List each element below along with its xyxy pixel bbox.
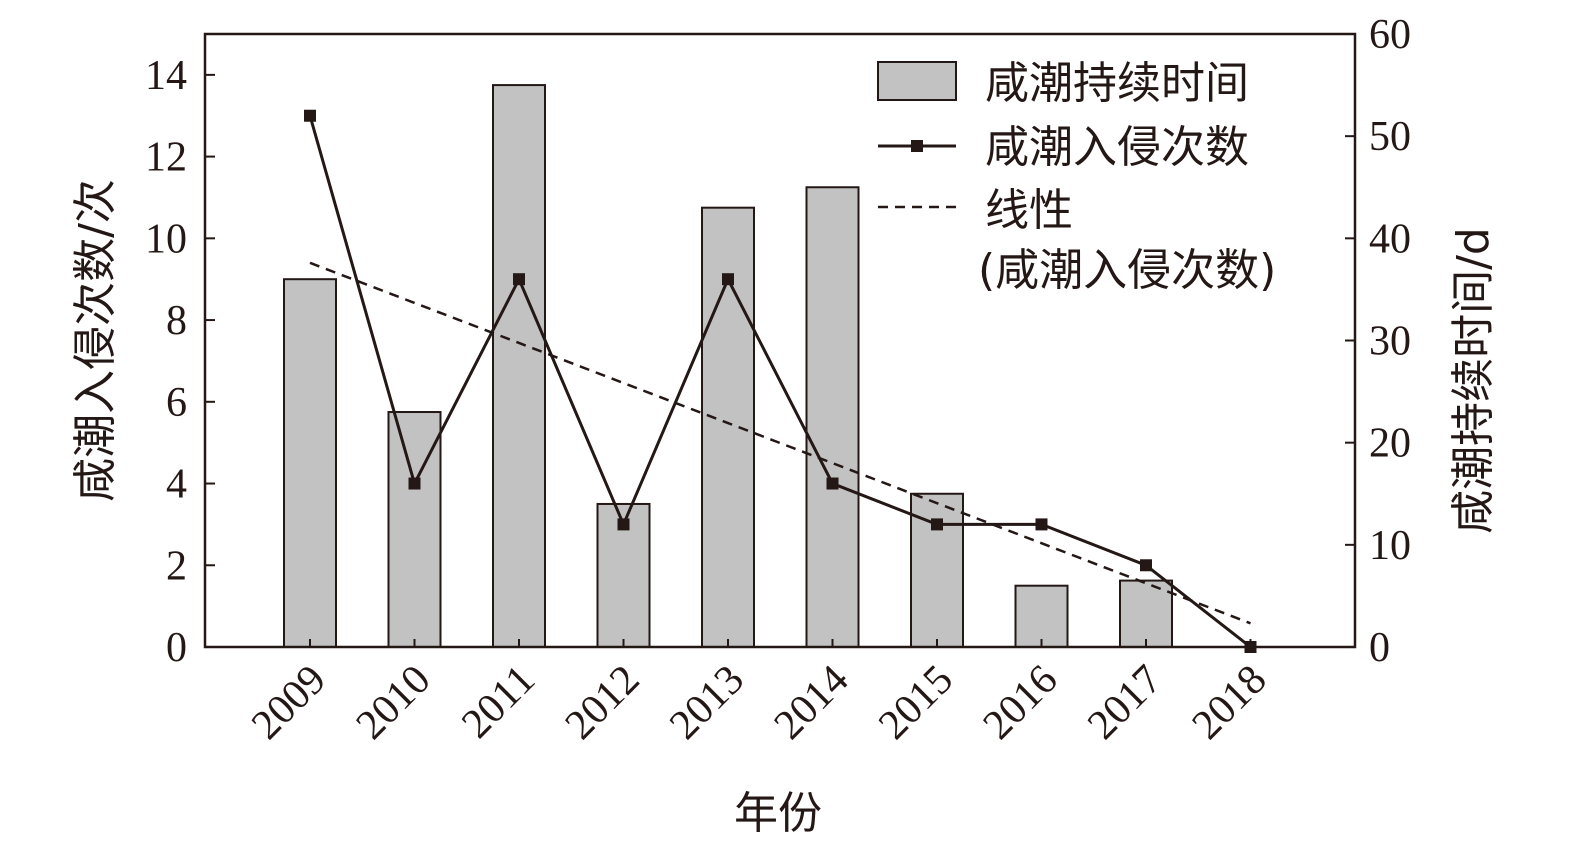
left-axis-tick-label: 2 <box>166 543 187 589</box>
line-marker-2013 <box>722 273 734 286</box>
right-axis-tick-label: 20 <box>1369 421 1411 467</box>
right-axis-tick-label: 40 <box>1369 216 1411 262</box>
left-axis-tick-label: 10 <box>145 216 187 262</box>
line-marker-2016 <box>1035 518 1048 531</box>
legend-label-bar: 咸潮持续时间 <box>985 58 1249 109</box>
legend-label-trend: 线性 <box>985 185 1073 236</box>
left-axis-tick-label: 0 <box>166 625 187 671</box>
line-marker-2014 <box>826 477 839 490</box>
right-axis-tick-label: 0 <box>1369 625 1390 671</box>
line-marker-2015 <box>931 518 943 531</box>
right-axis-tick-label: 10 <box>1369 523 1411 569</box>
left-axis-tick-label: 4 <box>166 462 187 508</box>
legend-label-line: 咸潮入侵次数 <box>985 122 1249 173</box>
line-marker-2010 <box>408 477 421 490</box>
right-axis-tick-label: 60 <box>1369 12 1411 58</box>
legend-swatch-bar <box>877 61 957 101</box>
x-axis-tick-label: 2015 <box>870 657 962 749</box>
right-axis-tick-label: 30 <box>1369 319 1411 365</box>
left-axis-tick-label: 6 <box>166 380 187 426</box>
left-axis-tick-label: 14 <box>145 53 187 99</box>
trendline-series <box>309 261 1251 625</box>
right-axis-tick-label: 50 <box>1369 114 1411 160</box>
bar-duration-2015 <box>910 492 964 648</box>
x-axis-tick-label: 2010 <box>348 657 440 749</box>
bar-duration-2014 <box>805 186 860 648</box>
line-marker-2012 <box>617 518 630 531</box>
bar-duration-2017 <box>1119 579 1173 649</box>
x-axis-title: 年份 <box>734 788 822 839</box>
x-axis-tick-label: 2016 <box>975 657 1067 749</box>
x-axis-tick-label: 2009 <box>243 657 335 749</box>
line-marker-2009 <box>304 109 316 122</box>
x-axis-tick-label: 2011 <box>453 657 544 748</box>
bar-duration-2016 <box>1014 584 1069 649</box>
x-axis-tick-label: 2014 <box>766 657 858 749</box>
left-axis-tick-label: 8 <box>166 298 187 344</box>
line-marker-2011 <box>513 273 525 286</box>
bar-duration-2009 <box>283 278 337 648</box>
y-axis-title: 咸潮入侵次数/次 <box>70 179 121 502</box>
left-axis-tick-label: 12 <box>145 135 187 181</box>
legend-swatch-marker <box>911 140 923 152</box>
line-marker-2017 <box>1140 559 1152 572</box>
x-axis-tick-label: 2017 <box>1079 657 1171 749</box>
bar-duration-2011 <box>492 84 546 649</box>
line-marker-2018 <box>1244 641 1257 653</box>
y2-axis-title: 咸潮持续时间/d <box>1448 227 1499 534</box>
x-axis-tick-label: 2018 <box>1184 657 1276 749</box>
x-axis-tick-label: 2013 <box>661 657 753 749</box>
line-series-count <box>308 115 1252 649</box>
legend-label-trend-sub: (咸潮入侵次数) <box>978 245 1276 296</box>
x-axis-tick-label: 2012 <box>557 657 649 749</box>
